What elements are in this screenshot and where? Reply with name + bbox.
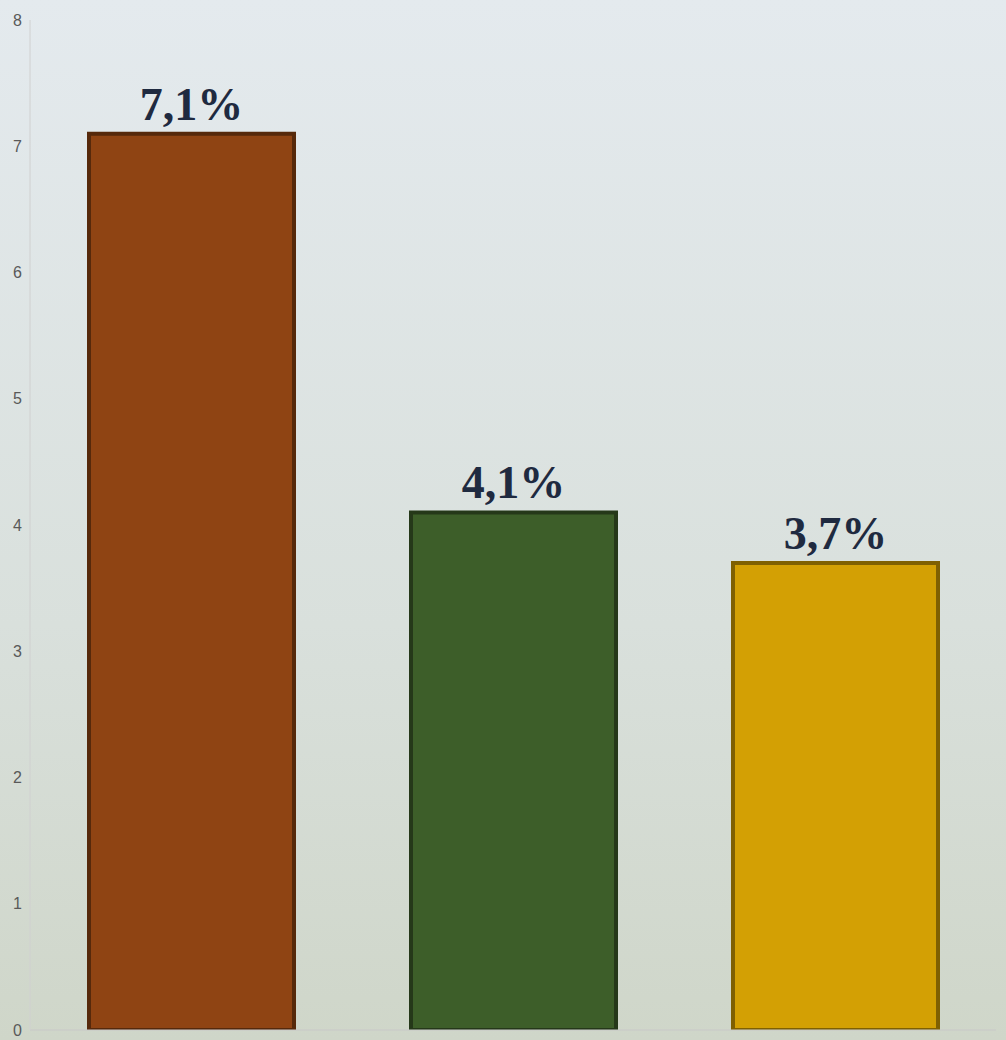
svg-text:5: 5 — [13, 390, 22, 407]
svg-text:1: 1 — [13, 895, 22, 912]
svg-text:4: 4 — [13, 517, 22, 534]
svg-text:7,1%: 7,1% — [140, 79, 244, 130]
svg-text:7: 7 — [13, 138, 22, 155]
svg-text:0: 0 — [13, 1022, 22, 1039]
svg-text:3: 3 — [13, 643, 22, 660]
svg-text:2: 2 — [13, 769, 22, 786]
svg-text:4,1%: 4,1% — [462, 457, 566, 508]
svg-text:3,7%: 3,7% — [784, 508, 888, 559]
svg-text:6: 6 — [13, 264, 22, 281]
svg-text:8: 8 — [13, 12, 22, 29]
